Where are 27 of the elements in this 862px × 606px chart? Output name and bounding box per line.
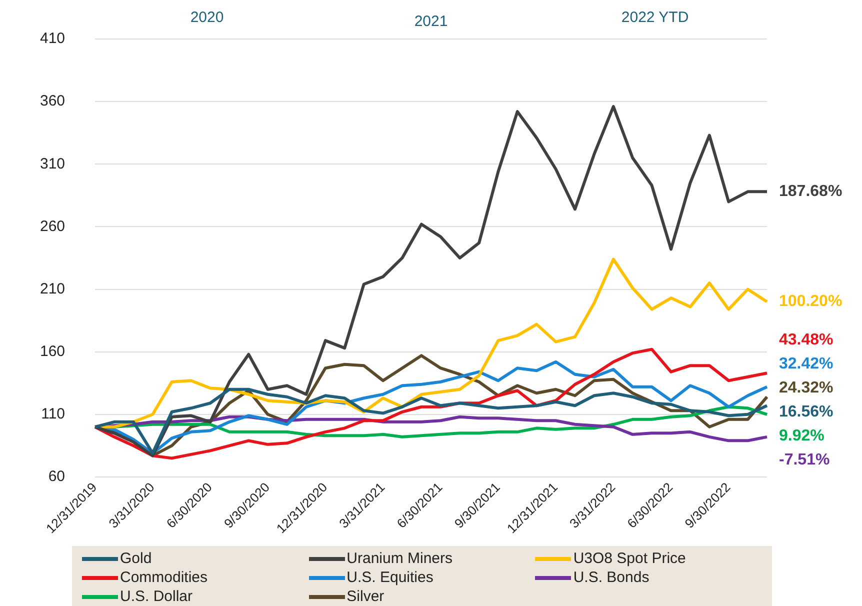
y-tick-label: 410 [40, 30, 66, 48]
text: 32.42% [779, 355, 834, 372]
y-tick-label: 60 [48, 468, 66, 486]
text: 24.32% [779, 379, 834, 396]
legend-label: U.S. Dollar [120, 587, 193, 606]
y-tick-label: 210 [40, 280, 66, 298]
legend-label: Gold [120, 549, 152, 568]
text: 16.56% [779, 403, 834, 420]
legend-label: U.S. Bonds [573, 568, 650, 587]
text: 2020 [190, 9, 224, 26]
y-tick-label: 110 [41, 406, 66, 423]
legend-label: U.S. Equities [346, 568, 434, 587]
text: 43.48% [779, 331, 834, 348]
y-tick-label: 360 [40, 92, 66, 110]
text: 2021 [414, 13, 448, 30]
text: 187.68% [779, 183, 842, 200]
text: 100.20% [779, 293, 842, 310]
y-tick-label: 260 [40, 218, 66, 235]
text: 2022 YTD [621, 9, 689, 26]
legend-label: Silver [346, 587, 384, 606]
legend-label: Commodities [120, 568, 208, 587]
y-tick-label: 310 [40, 155, 66, 172]
text: 9.92% [779, 427, 824, 444]
legend-label: U3O8 Spot Price [573, 549, 686, 568]
y-tick-label: 160 [40, 342, 66, 360]
text: -7.51% [779, 451, 830, 468]
legend-label: Uranium Miners [346, 549, 453, 568]
